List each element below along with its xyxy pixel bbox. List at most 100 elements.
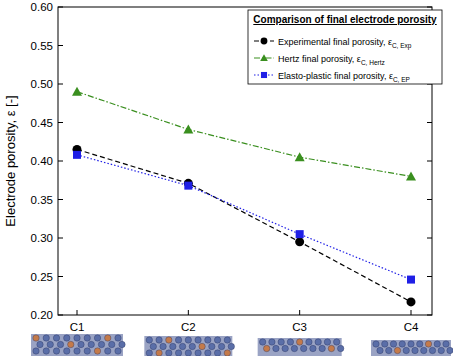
particle [310, 345, 316, 351]
particle [185, 337, 191, 343]
particle [390, 341, 396, 347]
y-tick-right [427, 161, 432, 162]
y-tick-right [427, 315, 432, 316]
y-tick-label: 0.45 [31, 117, 53, 129]
particle [408, 341, 414, 347]
particle [218, 343, 224, 349]
particle [33, 348, 39, 354]
legend-box [248, 10, 442, 84]
particle [156, 337, 162, 343]
particle [443, 341, 449, 347]
particle [333, 339, 339, 345]
particle [156, 350, 162, 356]
particle [412, 347, 418, 353]
particle [33, 335, 39, 341]
series-marker [295, 152, 305, 161]
particle [282, 345, 288, 351]
particle [205, 337, 211, 343]
particle [205, 350, 211, 356]
particle [195, 350, 201, 356]
particle [278, 339, 284, 345]
y-tick [58, 45, 63, 46]
chart: 0.200.250.300.350.400.450.500.550.60C1C2… [0, 0, 453, 356]
series-line [77, 155, 411, 280]
particle [421, 347, 427, 353]
particle [115, 335, 121, 341]
y-tick [58, 122, 63, 123]
particle [74, 335, 80, 341]
legend-label: Elasto-plastic final porosity, εC, EP [278, 71, 410, 83]
legend-label: Experimental final porosity, εC, Exp [278, 37, 412, 50]
particle [209, 343, 215, 349]
y-tick-label: 0.55 [31, 40, 53, 52]
series-marker [183, 124, 193, 133]
y-tick-label: 0.25 [31, 271, 53, 283]
particle [175, 337, 181, 343]
y-tick-label: 0.40 [31, 155, 53, 167]
particle [269, 339, 275, 345]
particle [189, 343, 195, 349]
particle [337, 345, 343, 351]
particle [74, 348, 80, 354]
series-marker [73, 151, 81, 159]
particle [394, 347, 400, 353]
series-marker [407, 297, 416, 306]
x-tick-label: C3 [292, 321, 307, 333]
series-marker [295, 237, 304, 246]
series-marker [72, 87, 82, 96]
series-marker [184, 182, 192, 190]
legend-label-sub: C, EP [393, 76, 410, 83]
y-tick-label: 0.60 [31, 1, 53, 13]
legend-marker [261, 38, 268, 45]
particle [195, 337, 201, 343]
particle [399, 341, 405, 347]
particle [417, 341, 423, 347]
particle [434, 341, 440, 347]
particle [263, 345, 269, 351]
particle [53, 348, 59, 354]
particle [37, 341, 43, 347]
particle [78, 341, 84, 347]
particle [224, 337, 230, 343]
y-tick [58, 7, 63, 8]
particle [105, 335, 111, 341]
legend-label-main: Elasto-plastic final porosity, ε [278, 71, 393, 81]
particle [53, 335, 59, 341]
particle [170, 343, 176, 349]
particle [88, 341, 94, 347]
particle [291, 345, 297, 351]
y-tick [58, 199, 63, 200]
particle [94, 335, 100, 341]
series-line [77, 149, 411, 301]
legend: Comparison of final electrode porosity Ex… [248, 10, 442, 84]
particle [105, 348, 111, 354]
particle [377, 347, 383, 353]
particle [146, 350, 152, 356]
legend-title: Comparison of final electrode porosity [253, 14, 437, 25]
particle [324, 339, 330, 345]
particle-bg [31, 334, 123, 356]
x-tick [188, 310, 189, 315]
particle [373, 341, 379, 347]
particle [386, 347, 392, 353]
series-marker [296, 230, 304, 238]
particle [447, 347, 453, 353]
x-tick [299, 310, 300, 315]
series-marker [407, 276, 415, 284]
particle [214, 337, 220, 343]
particle [179, 343, 185, 349]
y-tick [58, 315, 63, 316]
particle [109, 341, 115, 347]
particle [328, 345, 334, 351]
particle [403, 347, 409, 353]
y-tick-right [427, 7, 432, 8]
particle [64, 348, 70, 354]
legend-label-sub: C, Hertz [361, 59, 385, 66]
particle [43, 348, 49, 354]
particle [300, 345, 306, 351]
x-tick [77, 310, 78, 315]
particle-images [31, 334, 453, 356]
particle [64, 335, 70, 341]
particle [425, 341, 431, 347]
particle [119, 341, 125, 347]
